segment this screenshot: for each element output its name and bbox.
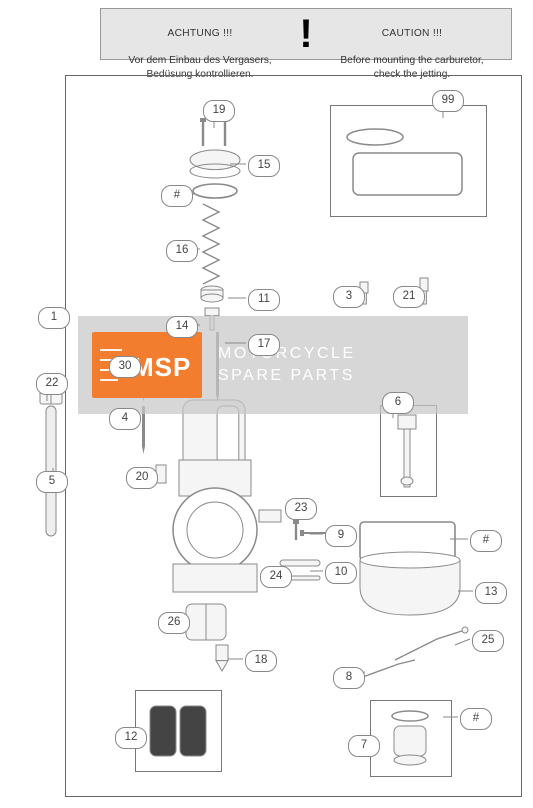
tube-5 bbox=[46, 406, 56, 536]
caution-right-title: CAUTION !!! bbox=[319, 27, 505, 41]
inset-99 bbox=[330, 105, 487, 217]
callout-label: 22 bbox=[36, 373, 68, 395]
callout-label: 5 bbox=[36, 471, 68, 493]
caution-left-title: ACHTUNG !!! bbox=[107, 27, 293, 41]
watermark-overlay: MSP MOTORCYCLE SPARE PARTS bbox=[78, 316, 468, 414]
inset-7 bbox=[370, 700, 452, 777]
inset-12 bbox=[135, 690, 222, 772]
callout-5: 5 bbox=[36, 471, 68, 493]
msp-logo-icon: MSP bbox=[92, 332, 202, 398]
exclamation-icon: ! bbox=[299, 9, 313, 59]
inset-6 bbox=[380, 405, 437, 497]
watermark-text: MOTORCYCLE SPARE PARTS bbox=[218, 343, 356, 386]
diagram-stage: ACHTUNG !!! Vor dem Einbau des Vergasers… bbox=[0, 0, 533, 808]
callout-22: 22 bbox=[36, 373, 68, 395]
caution-left: ACHTUNG !!! Vor dem Einbau des Vergasers… bbox=[101, 9, 299, 59]
caution-right: CAUTION !!! Before mounting the carburet… bbox=[313, 9, 511, 59]
caution-box: ACHTUNG !!! Vor dem Einbau des Vergasers… bbox=[100, 8, 512, 60]
clamp-22 bbox=[40, 390, 62, 404]
msp-logo-text: MSP bbox=[132, 352, 191, 382]
